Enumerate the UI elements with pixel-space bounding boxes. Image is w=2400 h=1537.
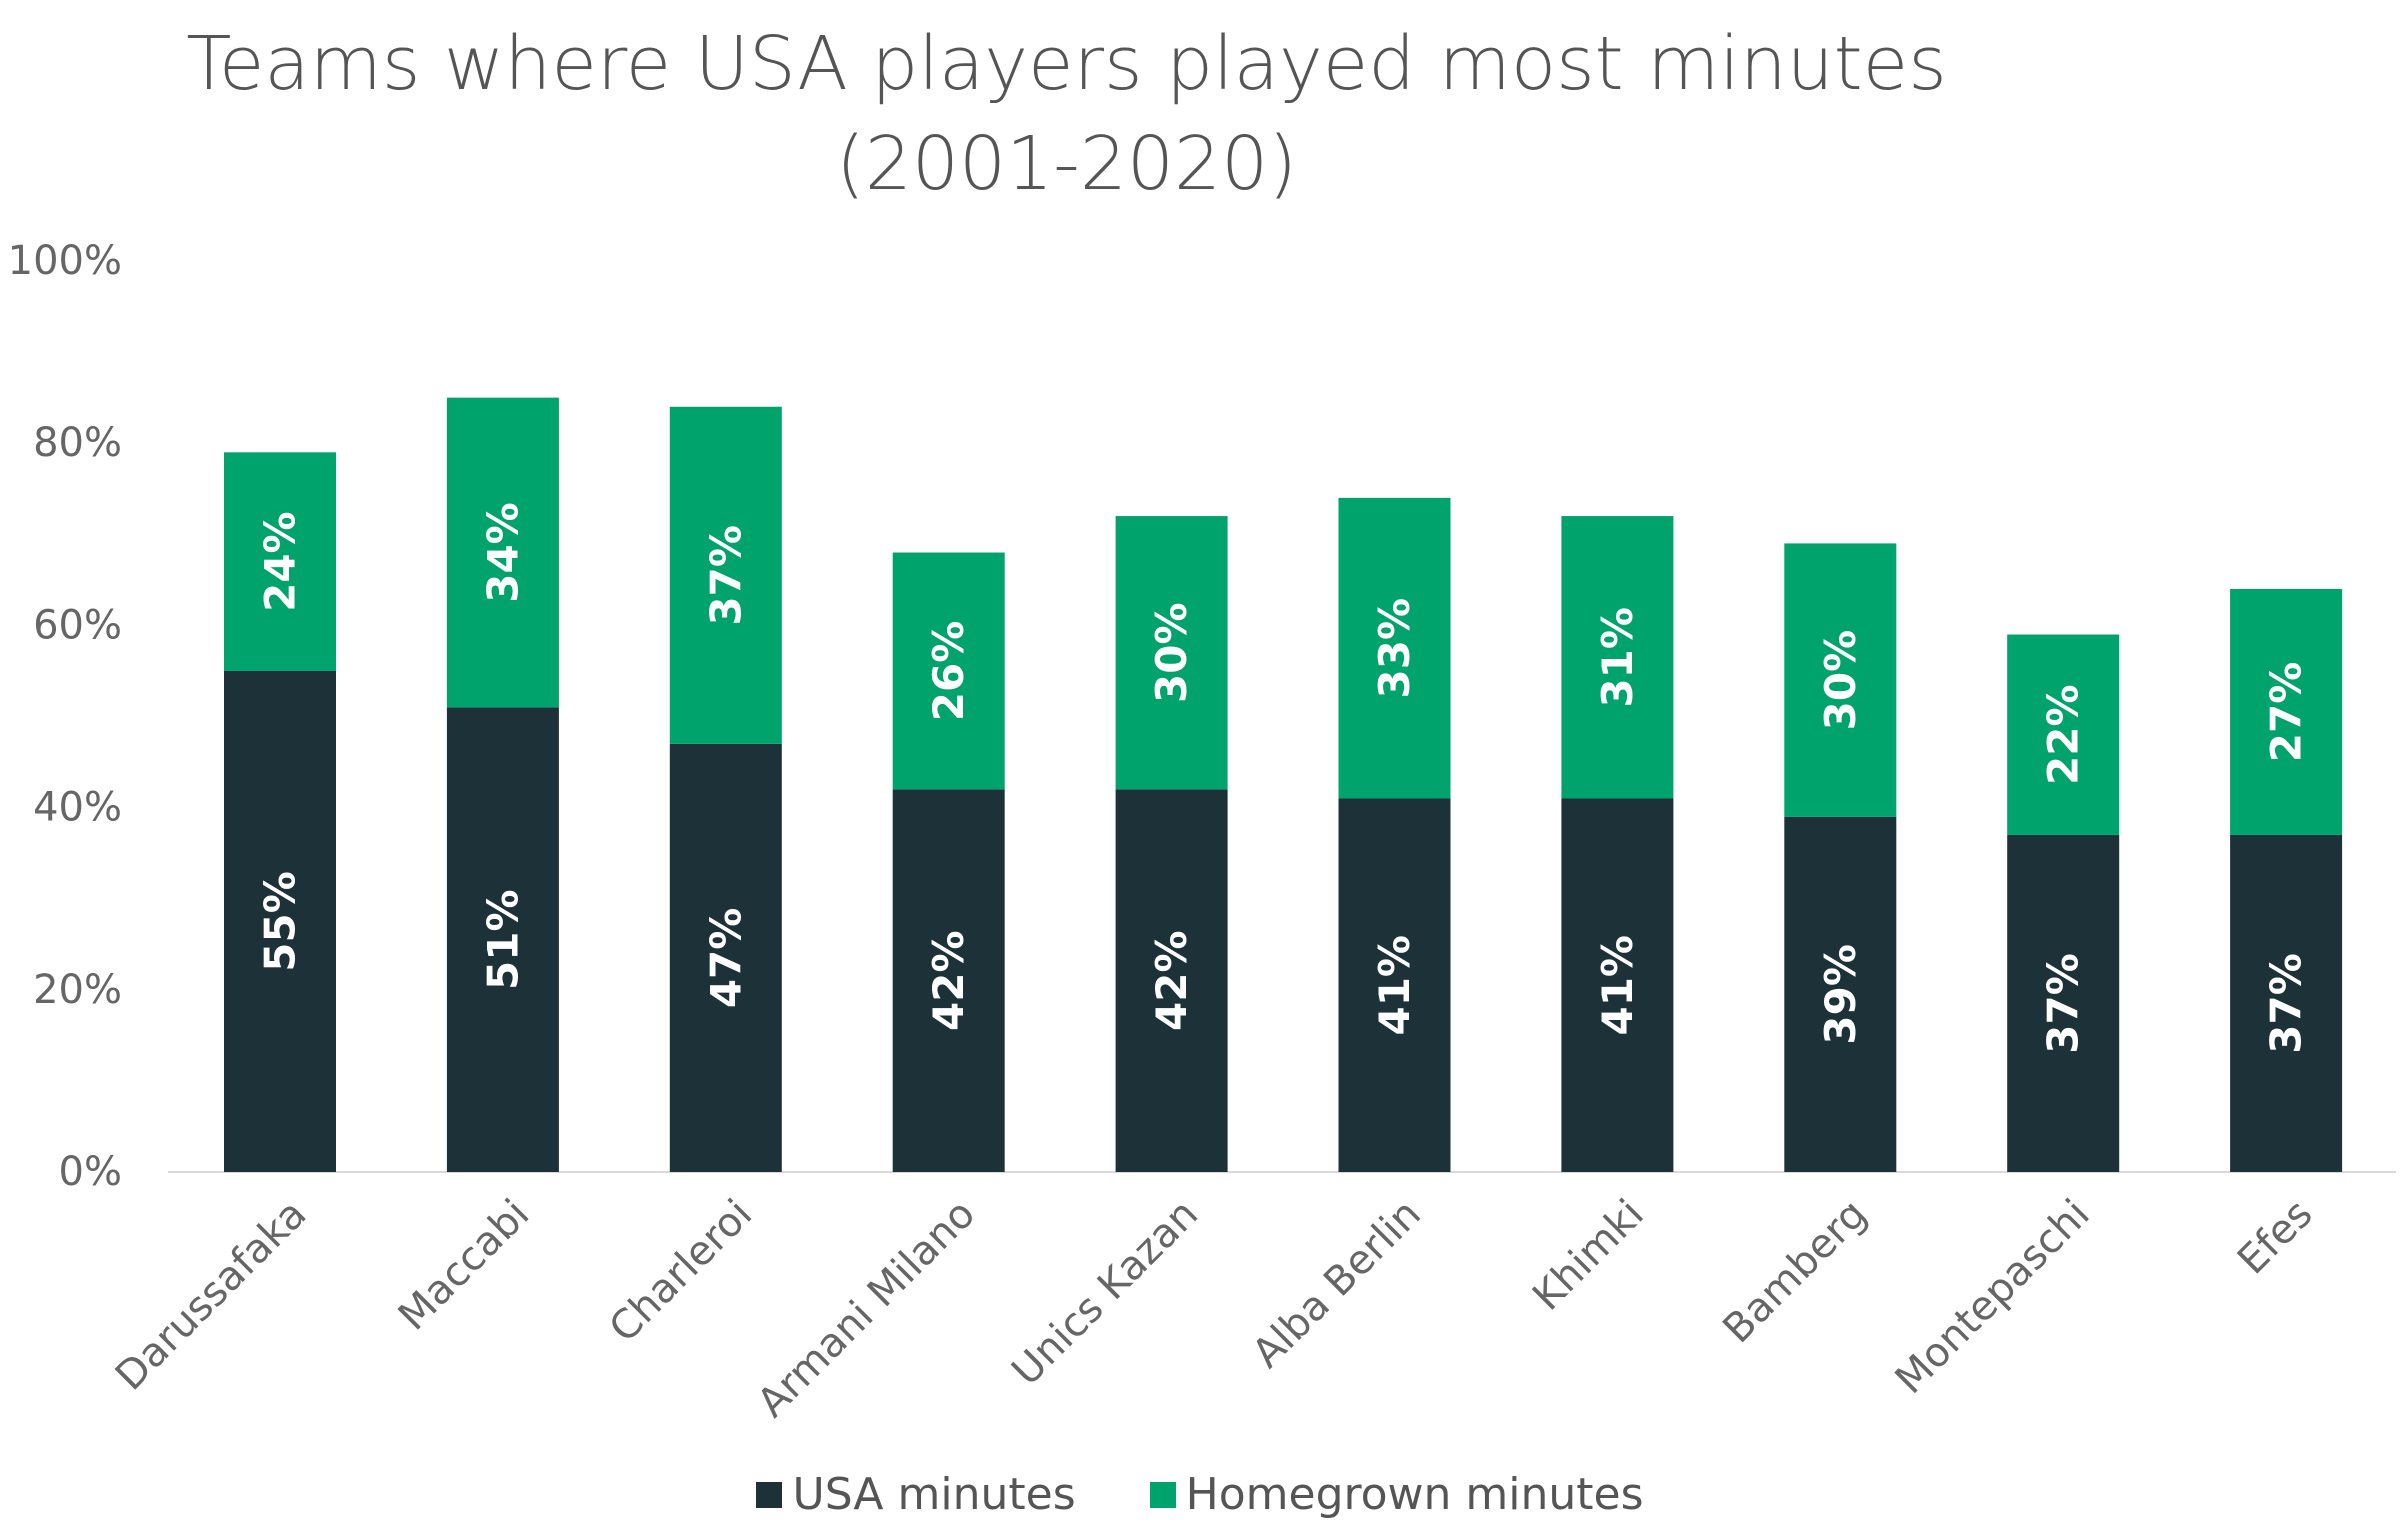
data-label-usa-bamberg: 39% — [1816, 944, 1865, 1045]
bar-homegrown-maccabi — [446, 397, 559, 708]
data-label-usa-alba-berlin: 41% — [1370, 935, 1419, 1036]
x-tick-label-armani-milano: Armani Milano — [749, 1191, 984, 1426]
x-tick-label-maccabi: Maccabi — [390, 1191, 539, 1340]
data-label-homegrown-khimki: 31% — [1593, 607, 1642, 708]
x-tick-label-unics-kazan: Unics Kazan — [1003, 1191, 1207, 1395]
bar-homegrown-alba-berlin — [1338, 497, 1451, 799]
legend-label-homegrown: Homegrown minutes — [1185, 1469, 1644, 1520]
chart-title-line-2: (2001-2020) — [835, 121, 1298, 207]
data-label-homegrown-bamberg: 30% — [1816, 630, 1865, 731]
data-label-homegrown-charleroi: 37% — [701, 525, 750, 626]
x-tick-label-khimki: Khimki — [1524, 1191, 1653, 1320]
data-label-usa-darussafaka: 55% — [256, 871, 305, 972]
data-label-usa-charleroi: 47% — [701, 908, 750, 1009]
y-tick-label: 20% — [33, 967, 122, 1013]
y-tick-label: 100% — [8, 238, 122, 284]
x-tick-label-darussafaka: Darussafaka — [107, 1191, 316, 1400]
y-tick-label: 80% — [33, 420, 122, 466]
legend-item-usa: USA minutes — [756, 1467, 1076, 1523]
legend-swatch-usa — [756, 1482, 783, 1508]
data-label-usa-montepaschi: 37% — [2039, 953, 2088, 1054]
bar-homegrown-charleroi — [669, 406, 782, 744]
x-tick-label-efes: Efes — [2229, 1191, 2321, 1283]
x-tick-label-alba-berlin: Alba Berlin — [1244, 1191, 1430, 1377]
legend-swatch-homegrown — [1149, 1482, 1176, 1508]
data-label-usa-armani-milano: 42% — [924, 930, 973, 1031]
bar-usa-bamberg — [1784, 816, 1897, 1172]
bars — [224, 397, 2343, 1172]
bar-usa-armani-milano — [892, 789, 1005, 1172]
y-axis: 0% 20% 40% 60% 80% 100% — [8, 238, 122, 1195]
data-label-homegrown-montepaschi: 22% — [2039, 684, 2088, 785]
bar-usa-montepaschi — [2007, 834, 2120, 1172]
bar-homegrown-bamberg — [1784, 543, 1897, 817]
x-tick-label-montepaschi: Montepaschi — [1887, 1191, 2099, 1403]
bar-homegrown-darussafaka — [224, 452, 336, 671]
chart-title: Teams where USA players played most minu… — [0, 14, 2133, 214]
bar-usa-efes — [2230, 834, 2343, 1172]
data-label-homegrown-efes: 27% — [2262, 662, 2311, 763]
bar-homegrown-montepaschi — [2007, 634, 2120, 835]
legend-label-usa: USA minutes — [792, 1469, 1076, 1520]
legend: USA minutes Homegrown minutes — [0, 1466, 2400, 1523]
bar-homegrown-efes — [2230, 588, 2343, 835]
data-label-homegrown-unics-kazan: 30% — [1147, 602, 1196, 703]
data-labels: 55% 24% 51% 34% 47% 37% 42% 26% 42% 30% 41% 33% 41% 3… — [256, 502, 2311, 1053]
y-tick-label: 0% — [59, 1149, 122, 1195]
bar-usa-unics-kazan — [1115, 789, 1228, 1172]
data-label-homegrown-maccabi: 34% — [478, 502, 527, 603]
bar-homegrown-armani-milano — [892, 552, 1005, 790]
data-label-usa-efes: 37% — [2262, 953, 2311, 1054]
y-tick-label: 60% — [33, 602, 122, 648]
data-label-usa-khimki: 41% — [1593, 935, 1642, 1036]
data-label-usa-maccabi: 51% — [478, 889, 527, 990]
bar-usa-alba-berlin — [1338, 798, 1451, 1172]
data-label-homegrown-alba-berlin: 33% — [1370, 598, 1419, 699]
data-label-usa-unics-kazan: 42% — [1147, 930, 1196, 1031]
x-tick-label-charleroi: Charleroi — [601, 1191, 762, 1352]
bar-usa-khimki — [1561, 798, 1674, 1172]
bar-homegrown-unics-kazan — [1115, 516, 1228, 790]
bar-usa-darussafaka — [224, 670, 336, 1172]
bar-usa-maccabi — [446, 707, 559, 1172]
y-tick-label: 40% — [33, 785, 122, 831]
legend-item-homegrown: Homegrown minutes — [1149, 1467, 1644, 1523]
bar-usa-charleroi — [669, 743, 782, 1172]
x-tick-label-bamberg: Bamberg — [1714, 1191, 1875, 1352]
data-label-homegrown-darussafaka: 24% — [256, 511, 305, 612]
bar-homegrown-khimki — [1561, 516, 1674, 799]
data-label-homegrown-armani-milano: 26% — [924, 621, 973, 722]
chart-title-line-1: Teams where USA players played most minu… — [186, 21, 1947, 107]
